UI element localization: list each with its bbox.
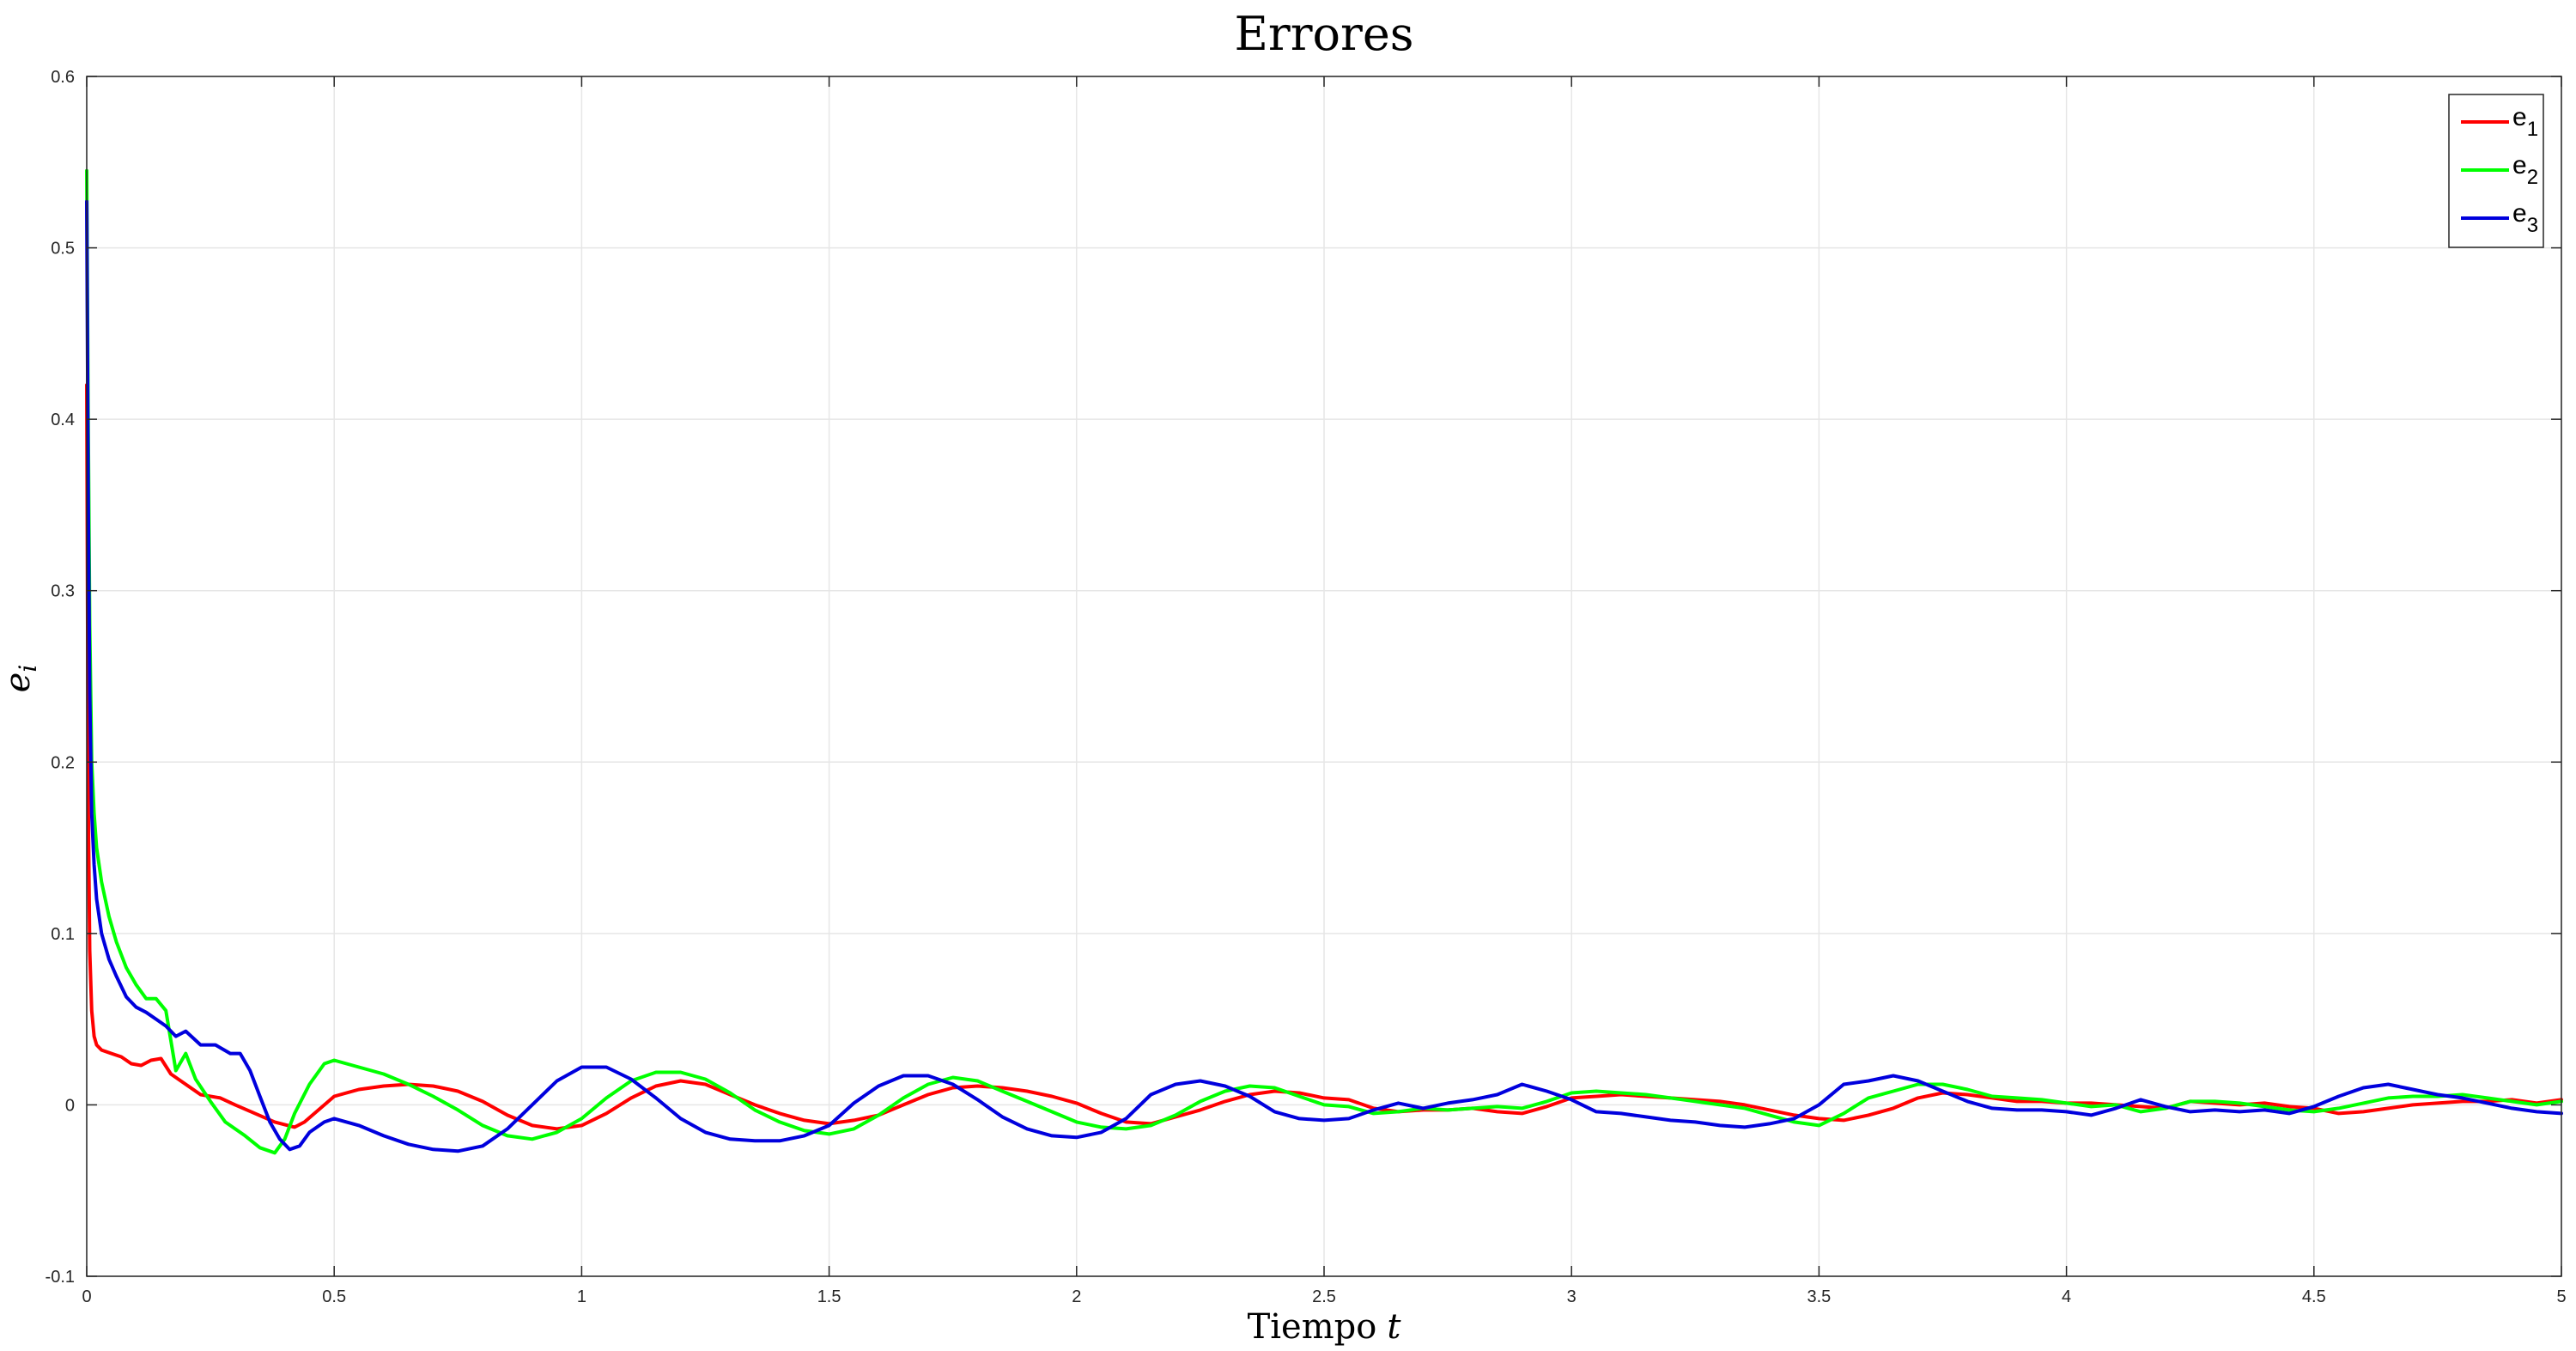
x-tick-label: 2.5: [1312, 1287, 1336, 1306]
x-axis-label-variable: t: [1387, 1307, 1401, 1347]
legend-label-subscript: 1: [2527, 118, 2538, 141]
x-tick-label: 3: [1567, 1287, 1577, 1306]
legend-label-e1: e1: [2512, 103, 2538, 141]
x-tick-label: 4.5: [2302, 1287, 2326, 1306]
y-tick-label: 0.3: [51, 582, 75, 601]
x-tick-label: 5: [2556, 1287, 2566, 1306]
legend-label-base: e: [2512, 103, 2527, 131]
legend-label-base: e: [2512, 199, 2527, 228]
legend-label-e3: e3: [2512, 199, 2538, 237]
y-tick-label: 0.1: [51, 925, 75, 944]
legend-label-subscript: 2: [2527, 166, 2538, 189]
series-line-e2: [85, 168, 2563, 1155]
legend-label-base: e: [2512, 151, 2527, 180]
y-axis-label-variable: e: [0, 672, 38, 693]
y-axis-label-subscript: i: [14, 665, 42, 672]
series-lines: [85, 168, 2563, 1155]
x-tick-label: 2: [1072, 1287, 1081, 1306]
legend-label-subscript: 3: [2527, 214, 2538, 237]
series-line-e3: [85, 199, 2563, 1153]
y-axis-label: ei: [0, 665, 42, 693]
x-tick-label: 1.5: [817, 1287, 841, 1306]
y-tick-label: -0.1: [46, 1268, 75, 1287]
y-tick-label: 0.6: [51, 68, 75, 87]
chart-title: Errores: [1234, 7, 1413, 61]
x-tick-label: 1: [577, 1287, 586, 1306]
x-tick-label: 0.5: [322, 1287, 346, 1306]
x-axis-label: Tiempo t: [1248, 1307, 1402, 1347]
legend-label-e2: e2: [2512, 151, 2538, 189]
ticks: 0 0.5 1 1.5 2 2.5 3 3.5 4 4.5 5 -0.1 0 0.1 0.2 0.3 0.4 0.…: [46, 68, 2567, 1306]
y-tick-label: 0.4: [51, 411, 75, 429]
y-tick-label: 0.2: [51, 753, 75, 772]
x-tick-label: 3.5: [1807, 1287, 1831, 1306]
x-tick-label: 0: [82, 1287, 91, 1306]
y-tick-label: 0.5: [51, 240, 75, 259]
x-axis-label-text: Tiempo: [1248, 1307, 1377, 1347]
x-tick-label: 4: [2062, 1287, 2071, 1306]
y-tick-label: 0: [65, 1096, 75, 1115]
